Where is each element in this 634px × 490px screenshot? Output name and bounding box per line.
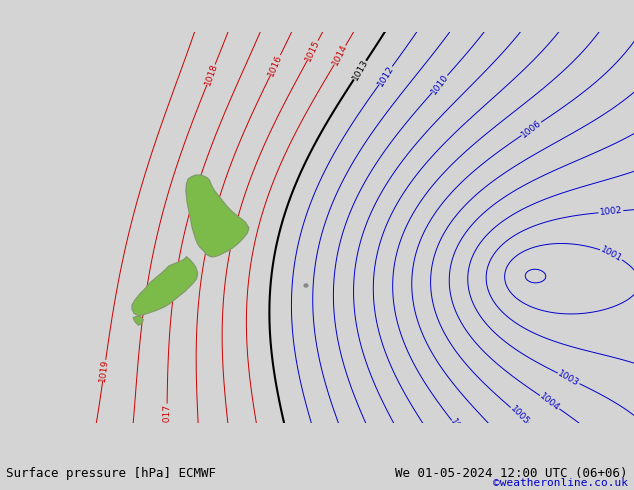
Text: 1016: 1016 — [267, 52, 284, 77]
Text: 1017: 1017 — [162, 403, 172, 426]
Text: 1018: 1018 — [203, 62, 219, 87]
Text: 1005: 1005 — [508, 404, 531, 426]
Text: 1007: 1007 — [448, 417, 469, 441]
Text: Surface pressure [hPa] ECMWF: Surface pressure [hPa] ECMWF — [6, 467, 216, 480]
Text: 1002: 1002 — [599, 206, 623, 217]
Text: We 01-05-2024 12:00 UTC (06+06): We 01-05-2024 12:00 UTC (06+06) — [395, 467, 628, 480]
Text: 1019: 1019 — [98, 359, 110, 383]
Text: 1011: 1011 — [346, 450, 361, 475]
Text: 1015: 1015 — [304, 38, 321, 63]
Text: 1009: 1009 — [396, 432, 415, 457]
Text: 1004: 1004 — [538, 392, 561, 413]
Text: 1006: 1006 — [519, 118, 543, 140]
Text: 1010: 1010 — [429, 72, 450, 96]
Text: 1008: 1008 — [429, 435, 448, 460]
Text: ©weatheronline.co.uk: ©weatheronline.co.uk — [493, 478, 628, 488]
Text: 1013: 1013 — [351, 58, 370, 82]
Polygon shape — [133, 316, 143, 325]
Text: 1001: 1001 — [599, 245, 624, 264]
Polygon shape — [132, 257, 198, 316]
Polygon shape — [186, 175, 249, 257]
Text: 1012: 1012 — [376, 64, 396, 88]
Text: 1003: 1003 — [557, 369, 581, 388]
Text: 1014: 1014 — [331, 43, 349, 67]
